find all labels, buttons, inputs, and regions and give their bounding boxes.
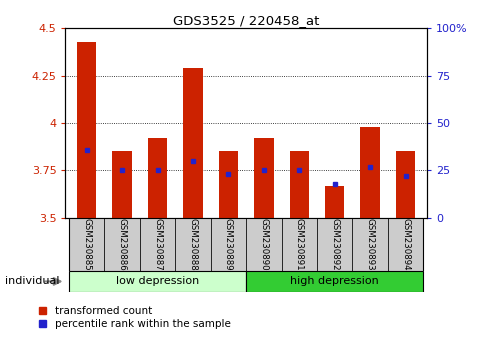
Bar [148, 138, 167, 218]
Bar [360, 127, 379, 218]
Text: GSM230886: GSM230886 [118, 218, 126, 271]
Text: GSM230889: GSM230889 [224, 218, 232, 270]
Bar [352, 218, 387, 271]
Text: GSM230888: GSM230888 [188, 218, 197, 271]
Text: individual: individual [5, 276, 59, 286]
Bar [281, 218, 317, 271]
Legend: transformed count, percentile rank within the sample: transformed count, percentile rank withi… [39, 306, 230, 329]
Text: GSM230892: GSM230892 [330, 218, 338, 270]
Bar [324, 185, 344, 218]
Text: GSM230887: GSM230887 [153, 218, 162, 271]
Bar [139, 218, 175, 271]
Text: GSM230885: GSM230885 [82, 218, 91, 271]
Bar [69, 218, 104, 271]
Bar [254, 138, 273, 218]
Bar [387, 218, 423, 271]
Bar [112, 152, 132, 218]
Bar [104, 218, 139, 271]
Bar [245, 218, 281, 271]
Bar [77, 41, 96, 218]
Text: GSM230890: GSM230890 [259, 218, 268, 270]
Bar [317, 218, 352, 271]
Bar [245, 271, 423, 292]
Bar [175, 218, 210, 271]
Text: high depression: high depression [290, 276, 378, 286]
Bar [210, 218, 245, 271]
Bar [69, 271, 245, 292]
Bar [289, 152, 308, 218]
Bar [183, 68, 202, 218]
Text: GSM230893: GSM230893 [365, 218, 374, 270]
Text: GSM230891: GSM230891 [294, 218, 303, 270]
Bar [395, 152, 414, 218]
Title: GDS3525 / 220458_at: GDS3525 / 220458_at [173, 14, 318, 27]
Text: GSM230894: GSM230894 [400, 218, 409, 270]
Bar [218, 152, 238, 218]
Text: low depression: low depression [116, 276, 199, 286]
